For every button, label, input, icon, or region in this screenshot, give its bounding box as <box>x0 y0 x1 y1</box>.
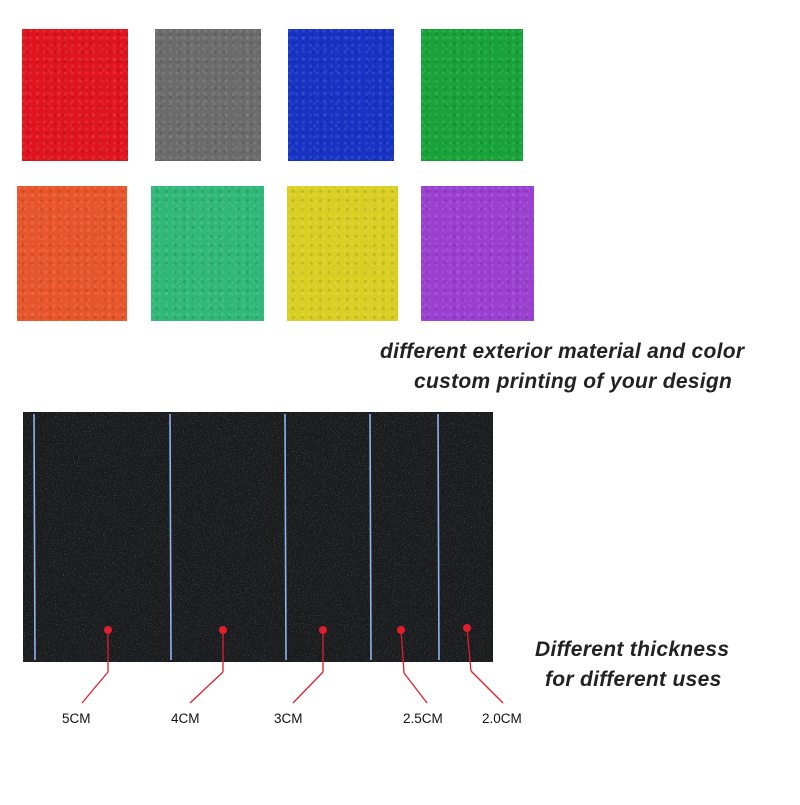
swatch-purple <box>421 186 534 321</box>
marker-leader-diagonal <box>292 671 324 704</box>
thickness-marker-dot <box>219 626 227 634</box>
swatch-blue <box>288 29 394 161</box>
thickness-label-4cm: 4CM <box>171 711 200 726</box>
thickness-label-3cm: 3CM <box>274 711 303 726</box>
foam-seam-line <box>284 413 287 661</box>
thickness-caption-line1: Different thickness <box>535 638 730 661</box>
thickness-label-2-5cm: 2.5CM <box>403 711 443 726</box>
foam-seam-line <box>33 413 36 661</box>
thickness-caption-line2: for different uses <box>545 668 722 691</box>
thickness-label-5cm: 5CM <box>62 711 91 726</box>
swatch-teal-green <box>151 186 264 321</box>
swatch-green <box>421 29 523 161</box>
swatch-red <box>22 29 128 161</box>
swatch-gray <box>155 29 261 161</box>
swatch-orange <box>17 186 127 321</box>
thickness-marker-dot <box>463 624 471 632</box>
material-caption-line1: different exterior material and color <box>380 340 745 363</box>
thickness-marker-dot <box>104 626 112 634</box>
swatch-yellow <box>287 186 398 321</box>
marker-leader-line <box>400 629 405 674</box>
foam-seam-line <box>169 413 172 661</box>
thickness-marker-dot <box>397 626 405 634</box>
marker-leader-line <box>466 627 472 672</box>
marker-leader-diagonal <box>81 671 109 704</box>
material-caption-line2: custom printing of your design <box>414 370 733 393</box>
foam-seam-line <box>437 413 440 661</box>
marker-leader-diagonal <box>189 671 224 704</box>
thickness-label-2-0cm: 2.0CM <box>482 711 522 726</box>
thickness-marker-dot <box>319 626 327 634</box>
marker-leader-diagonal <box>403 672 428 704</box>
foam-grain <box>23 412 493 662</box>
marker-leader-diagonal <box>470 670 504 704</box>
foam-seam-line <box>369 413 372 661</box>
